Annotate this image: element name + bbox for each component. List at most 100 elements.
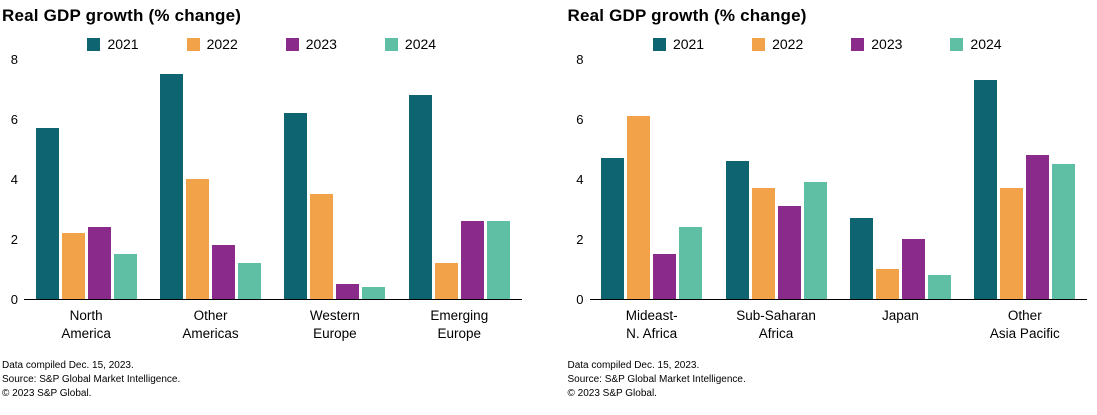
legend-label: 2021 xyxy=(107,36,139,52)
y-axis-tick: 6 xyxy=(576,112,584,127)
legend-label: 2024 xyxy=(404,36,437,52)
legend-swatch-icon xyxy=(950,37,964,51)
chart-title: Real GDP growth (% change) xyxy=(567,6,807,25)
legend-label: 2022 xyxy=(772,36,804,52)
bar-2023 xyxy=(1026,155,1050,299)
charts-page: Real GDP growth (% change) 2021 2022 2023 2… xyxy=(2,4,1088,401)
footnote-line: © 2023 S&P Global. xyxy=(567,388,657,400)
gdp-chart-regions-east: Real GDP growth (% change) 2021 2022 2023 2… xyxy=(567,4,1088,401)
bar-2021 xyxy=(408,95,432,299)
y-axis-tick: 6 xyxy=(10,112,18,127)
legend-label: 2022 xyxy=(206,36,238,52)
bar-2021 xyxy=(601,158,625,299)
legend-item-2024: 2024 xyxy=(384,36,437,52)
bar-2024 xyxy=(486,221,510,299)
bar-group xyxy=(284,113,386,299)
bar-2023 xyxy=(460,221,484,299)
x-axis-label: Other Asia Pacific xyxy=(989,308,1060,342)
y-axis-tick: 8 xyxy=(10,52,18,67)
bar-2024 xyxy=(362,287,386,299)
legend-label: 2023 xyxy=(871,36,903,52)
bar-2022 xyxy=(1000,188,1024,299)
x-axis-labels: Mideast- N. Africa Sub-Saharan Africa Japa… xyxy=(590,307,1088,343)
chart-footnotes: Data compiled Dec. 15, 2023. Source: S&P … xyxy=(568,359,1088,401)
bar-group xyxy=(849,218,951,299)
legend-label: 2021 xyxy=(672,36,705,52)
x-axis-label: Other Americas xyxy=(182,308,239,342)
legend-item-2023: 2023 xyxy=(851,36,902,52)
y-axis-tick: 8 xyxy=(576,52,584,67)
legend-swatch-icon xyxy=(87,37,101,51)
y-axis: 0 2 4 6 8 xyxy=(2,52,24,307)
bar-2023 xyxy=(336,284,360,299)
chart-title: Real GDP growth (% change) xyxy=(2,6,242,25)
bar-2021 xyxy=(160,74,184,299)
x-axis-label: Japan xyxy=(882,308,919,323)
bar-2022 xyxy=(186,179,210,299)
bar-2022 xyxy=(434,263,458,299)
legend-swatch-icon xyxy=(384,37,398,51)
x-axis-labels: North America Other Americas Western Europ… xyxy=(24,307,522,343)
bar-group xyxy=(725,161,827,299)
legend-label: 2024 xyxy=(970,36,1002,52)
bar-2021 xyxy=(35,128,59,299)
legend-item-2022: 2022 xyxy=(752,36,803,52)
legend-swatch-icon xyxy=(186,37,200,51)
bar-group xyxy=(601,116,703,299)
bar-2022 xyxy=(310,194,334,299)
footnote-line: Source: S&P Global Market Intelligence. xyxy=(2,374,181,386)
plot-area xyxy=(589,60,1087,300)
x-axis-label: Sub-Saharan Africa xyxy=(736,308,816,342)
x-axis-label: Western Europe xyxy=(309,308,360,342)
legend-label: 2023 xyxy=(305,36,337,52)
plot-area xyxy=(24,60,522,300)
bar-group xyxy=(974,80,1076,299)
legend-swatch-icon xyxy=(652,37,666,51)
bar-group xyxy=(35,128,137,299)
y-axis-tick: 0 xyxy=(576,292,584,307)
bar-2024 xyxy=(803,182,827,299)
x-axis-label: Mideast- N. Africa xyxy=(625,308,678,342)
gdp-chart-regions-west: Real GDP growth (% change) 2021 2022 2023 2… xyxy=(2,4,522,401)
legend-item-2021: 2021 xyxy=(652,36,705,52)
bar-2023 xyxy=(212,245,236,299)
bar-2024 xyxy=(1052,164,1076,299)
x-axis-label: Emerging Europe xyxy=(430,308,489,342)
chart-legend: 2021 2022 2023 2024 xyxy=(568,36,1088,52)
plot-row: 0 2 4 6 8 xyxy=(568,52,1087,307)
footnote-line: Source: S&P Global Market Intelligence. xyxy=(567,374,746,386)
y-axis-tick: 4 xyxy=(576,172,584,187)
bar-2021 xyxy=(284,113,308,299)
bar-2023 xyxy=(87,227,111,299)
bar-2022 xyxy=(875,269,899,299)
legend-item-2022: 2022 xyxy=(186,36,238,52)
bar-2023 xyxy=(901,239,925,299)
chart-legend: 2021 2022 2023 2024 xyxy=(2,36,522,52)
legend-item-2024: 2024 xyxy=(950,36,1002,52)
legend-item-2021: 2021 xyxy=(87,36,139,52)
y-axis-tick: 2 xyxy=(10,232,18,247)
legend-swatch-icon xyxy=(752,37,766,51)
bar-group xyxy=(160,74,262,299)
bar-2024 xyxy=(238,263,262,299)
plot-row: 0 2 4 6 8 xyxy=(2,52,522,307)
legend-item-2023: 2023 xyxy=(285,36,337,52)
bar-2021 xyxy=(849,218,873,299)
footnote-line: Data compiled Dec. 15, 2023. xyxy=(2,360,134,372)
footnote-line: Data compiled Dec. 15, 2023. xyxy=(567,360,700,372)
bar-2022 xyxy=(627,116,651,299)
bar-2024 xyxy=(927,275,951,299)
x-axis-label: North America xyxy=(61,308,111,342)
bar-2022 xyxy=(61,233,85,299)
bar-2024 xyxy=(679,227,703,299)
y-axis-tick: 0 xyxy=(10,292,18,307)
y-axis: 0 2 4 6 8 xyxy=(568,52,590,307)
y-axis-tick: 2 xyxy=(576,232,584,247)
y-axis-tick: 4 xyxy=(10,172,18,187)
legend-swatch-icon xyxy=(851,37,865,51)
bar-2021 xyxy=(974,80,998,299)
bar-2022 xyxy=(751,188,775,299)
bar-2023 xyxy=(777,206,801,299)
chart-footnotes: Data compiled Dec. 15, 2023. Source: S&P … xyxy=(2,359,522,401)
footnote-line: © 2023 S&P Global. xyxy=(2,388,92,400)
